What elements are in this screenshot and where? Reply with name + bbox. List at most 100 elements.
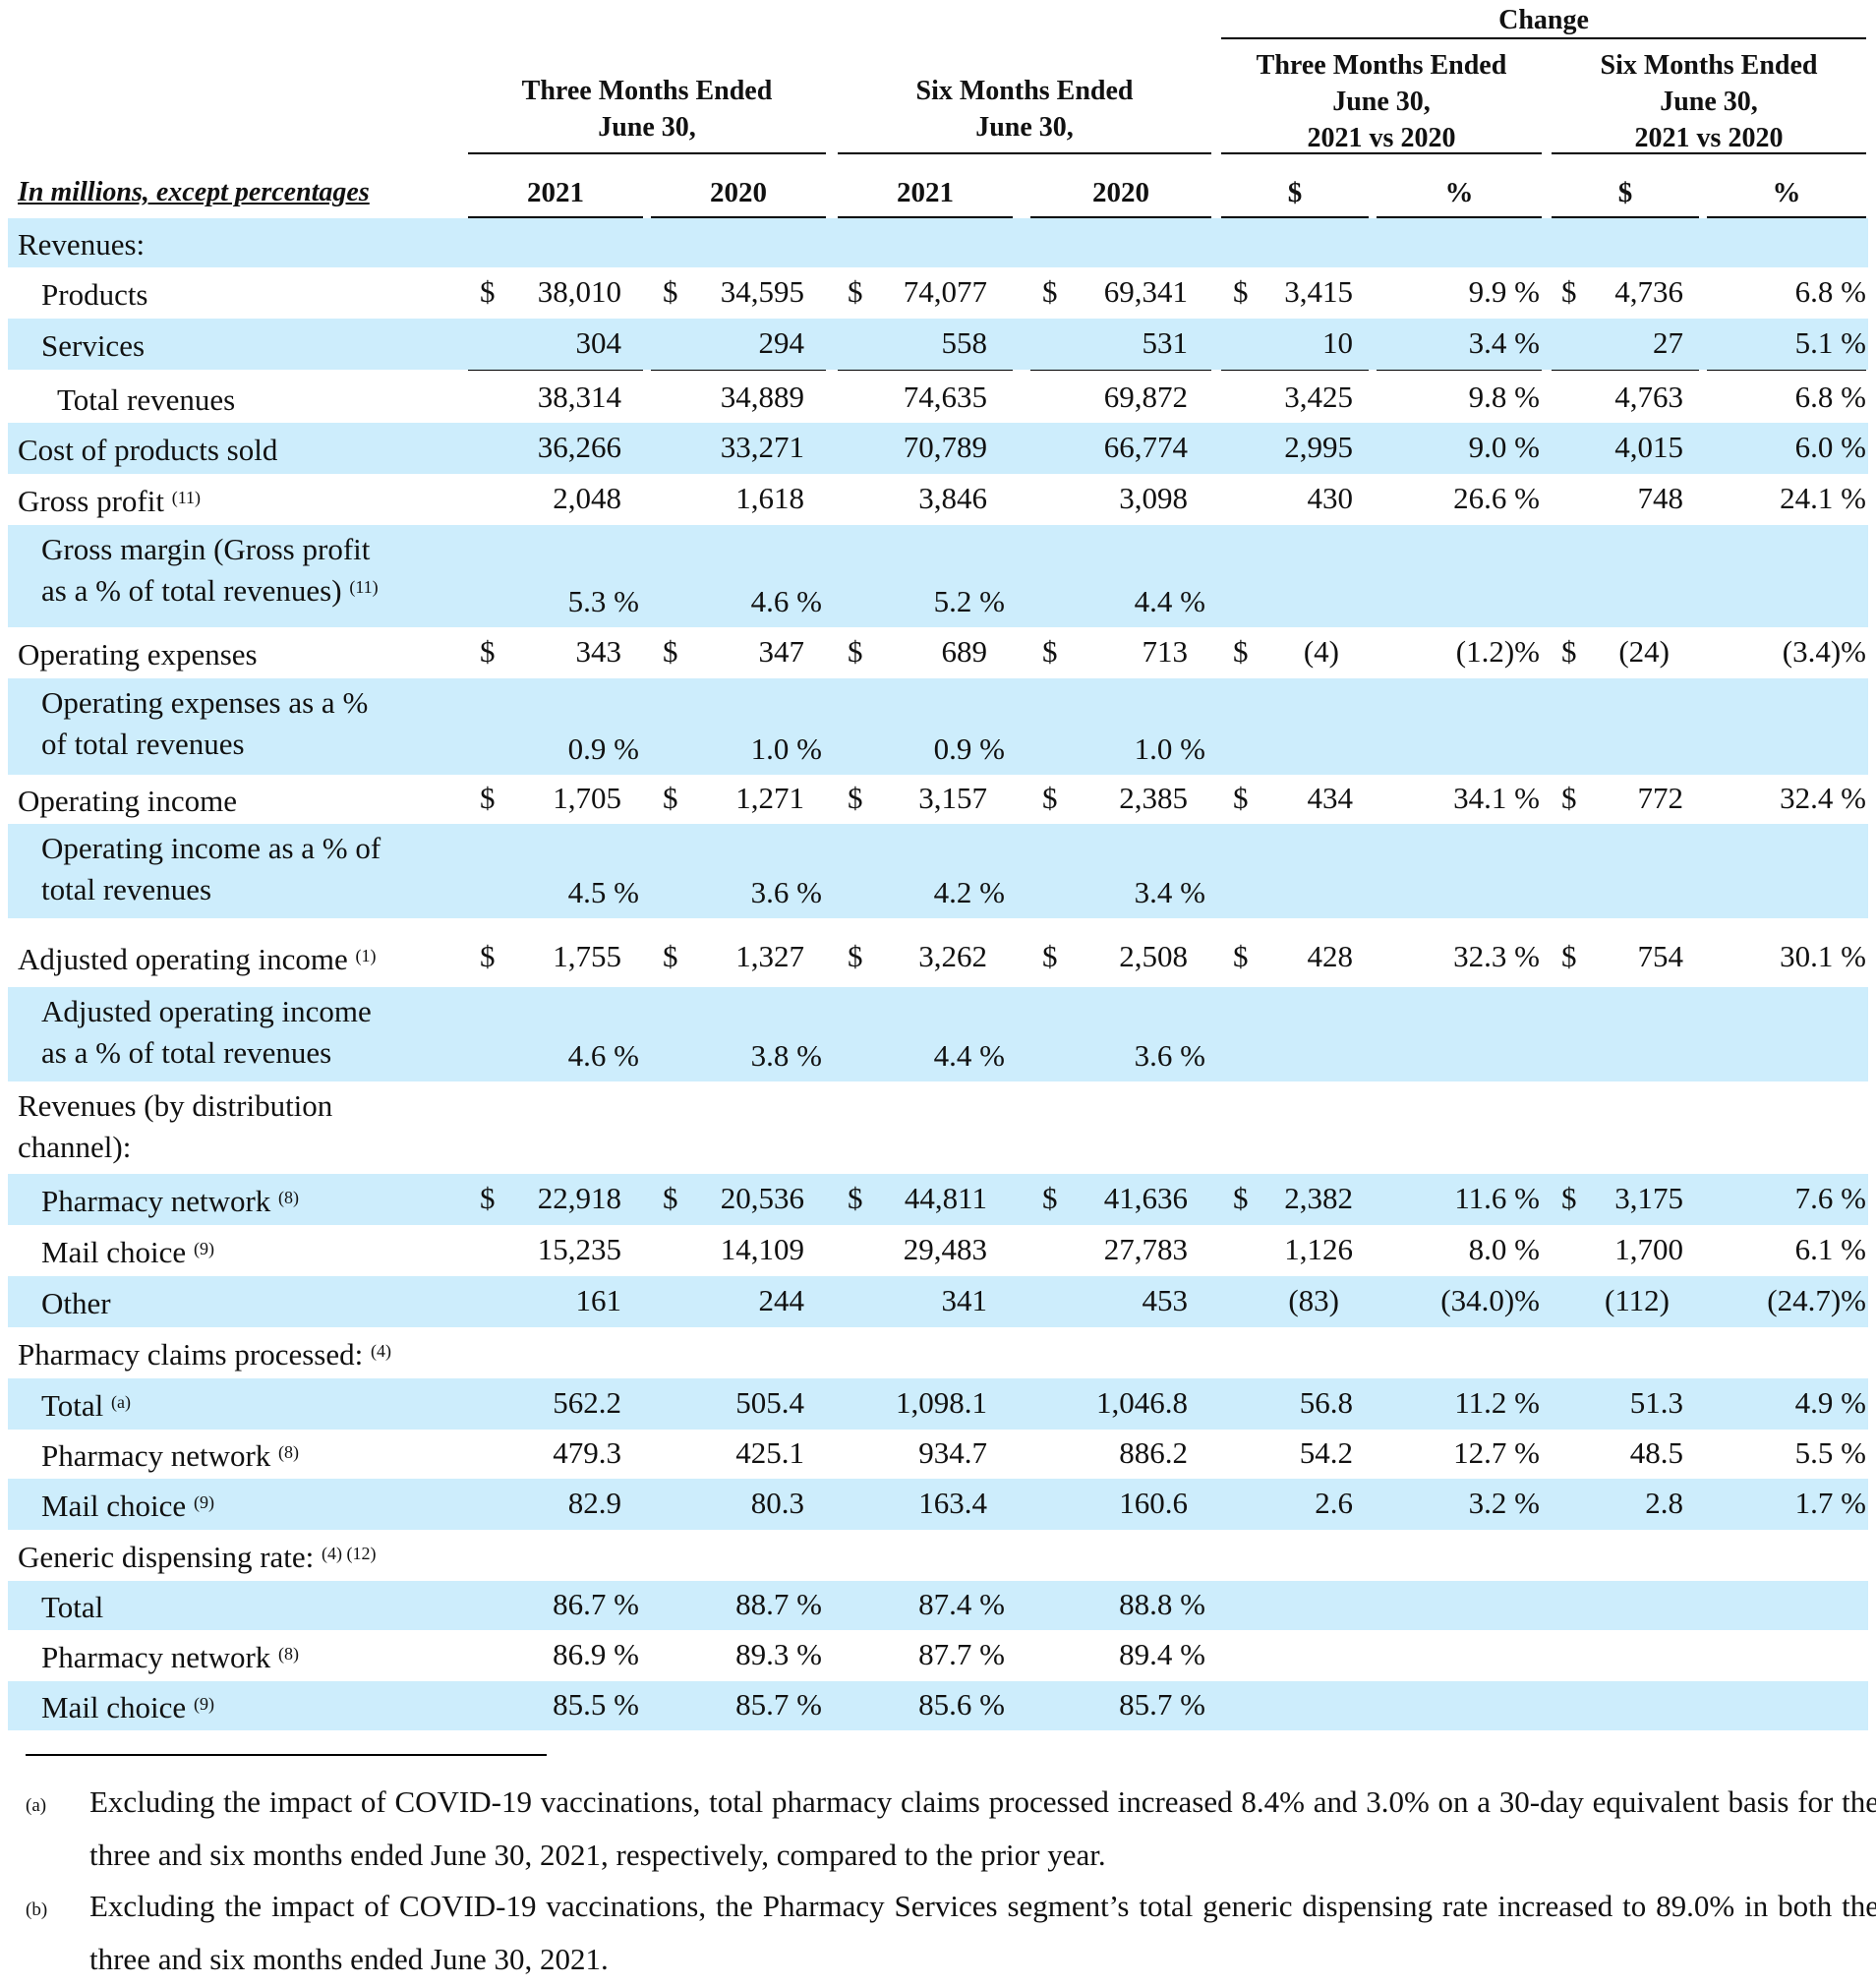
col-header-6m-2021: 2021 — [897, 177, 954, 208]
currency-symbol: $ — [1042, 939, 1058, 973]
currency-symbol: $ — [663, 634, 678, 669]
table-cell-value: 89.4 % — [1119, 1637, 1205, 1671]
table-cell-value: 161 — [575, 1283, 622, 1317]
currency-symbol: $ — [1561, 1181, 1577, 1215]
table-cell-value: 36,266 — [537, 430, 621, 464]
table-row: Gross profit (11) 2,048 1,618 3,846 3,098 430… — [8, 474, 1868, 525]
table-cell-value: 3.6 % — [750, 875, 822, 909]
currency-symbol: $ — [1233, 939, 1249, 973]
table-cell-value: 88.7 % — [735, 1587, 822, 1621]
row-label: Mail choice (9) — [41, 1232, 214, 1273]
table-cell-value: 38,314 — [537, 380, 621, 414]
table-row: Pharmacy network (8) $22,918 $20,536 $44,81… — [8, 1174, 1868, 1225]
col-rule-1 — [468, 216, 643, 218]
three-months-ended-label: Three Months Ended — [521, 76, 773, 106]
row-label-text: Other — [41, 1286, 111, 1320]
col-header-3m-change-dollar: $ — [1287, 177, 1303, 208]
table-cell-value: 163.4 — [918, 1486, 987, 1520]
row-label: Other — [41, 1283, 111, 1324]
footnote-reference: (11) — [349, 577, 379, 597]
change-header: Change — [1498, 5, 1589, 35]
table-cell-value: 4.4 % — [1134, 584, 1205, 618]
table-cell-value: 74,077 — [903, 274, 987, 309]
table-cell-value: 772 — [1637, 781, 1684, 815]
currency-symbol: $ — [1561, 634, 1577, 669]
row-label-text-line2: channel): — [18, 1130, 132, 1164]
table-cell-value: 69,341 — [1103, 274, 1188, 309]
table-cell-value: 3,425 — [1284, 380, 1353, 414]
row-label-text: Mail choice — [41, 1690, 187, 1724]
three-months-header: Three Months Ended June 30, — [468, 73, 826, 146]
table-cell-value: 562.2 — [553, 1385, 621, 1420]
table-cell-value: (3.4)% — [1782, 634, 1866, 669]
row-label-text: Pharmacy network — [41, 1184, 271, 1218]
table-row: Pharmacy network (8) 86.9 % 89.3 % 87.7 % 89… — [8, 1630, 1868, 1681]
table-cell-value: 294 — [758, 325, 805, 360]
row-label: Operating income — [18, 781, 237, 822]
table-cell-value: 1,098.1 — [896, 1385, 987, 1420]
table-cell-value: 88.8 % — [1119, 1587, 1205, 1621]
col-header-3m-change-pct: % — [1444, 177, 1474, 208]
row-label: Mail choice (9) — [41, 1687, 214, 1728]
table-row: Operating income $1,705 $1,271 $3,157 $2,385… — [8, 775, 1868, 824]
currency-symbol: $ — [480, 939, 496, 973]
currency-symbol: $ — [848, 1181, 863, 1215]
change-header-rule — [1221, 37, 1866, 39]
table-row: Mail choice (9) 82.9 80.3 163.4 160.6 2.6 3.2 … — [8, 1479, 1868, 1530]
row-label-text: Operating income — [18, 784, 237, 818]
table-cell-value: 56.8 — [1299, 1385, 1353, 1420]
table-cell-value: 5.2 % — [933, 584, 1005, 618]
units-label: In millions, except percentages — [18, 177, 370, 207]
table-cell-value: 10 — [1322, 325, 1353, 360]
row-label-text: Total — [41, 1388, 104, 1423]
row-label: Operating expenses — [18, 634, 258, 675]
table-cell-value: (1.2)% — [1455, 634, 1540, 669]
table-cell-value: 3,157 — [918, 781, 987, 815]
table-cell-value: 0.9 % — [933, 731, 1005, 766]
table-cell-value: 41,636 — [1103, 1181, 1188, 1215]
table-row: Total 86.7 % 88.7 % 87.4 % 88.8 % — [8, 1581, 1868, 1630]
table-cell-value: (24) — [1618, 634, 1670, 669]
currency-symbol: $ — [1233, 634, 1249, 669]
table-cell-value: 3.6 % — [1134, 1038, 1205, 1073]
table-cell-value: 27,783 — [1103, 1232, 1188, 1266]
table-cell-value: 1.0 % — [750, 731, 822, 766]
row-label-text: Gross margin (Gross profit — [41, 532, 371, 566]
table-cell-value: 0.9 % — [567, 731, 639, 766]
row-label: Services — [41, 325, 145, 367]
col-header-6m-2020: 2020 — [1092, 177, 1149, 208]
six-months-june-label: June 30, — [975, 112, 1074, 143]
table-row: Gross margin (Gross profit as a % of tota… — [8, 525, 1868, 627]
row-label: Revenues: — [18, 224, 145, 265]
table-cell-value: 3.4 % — [1468, 325, 1540, 360]
row-label-text: Mail choice — [41, 1489, 187, 1523]
table-cell-value: 2,385 — [1119, 781, 1188, 815]
currency-symbol: $ — [663, 939, 678, 973]
table-cell-value: 4,015 — [1614, 430, 1683, 464]
table-cell-value: 29,483 — [903, 1232, 987, 1266]
table-cell-value: 341 — [941, 1283, 988, 1317]
footnote-a-mark: (a) — [26, 1795, 47, 1816]
row-label-text: Pharmacy network — [41, 1640, 271, 1674]
row-label: Pharmacy claims processed: (4) — [18, 1334, 391, 1375]
change-six-months-vs-label: 2021 vs 2020 — [1634, 123, 1784, 153]
table-cell-value: 44,811 — [904, 1181, 987, 1215]
table-cell-value: 4.5 % — [567, 875, 639, 909]
table-cell-value: 1.0 % — [1134, 731, 1205, 766]
change-six-months-june-label: June 30, — [1660, 87, 1758, 117]
row-label-text: Operating expenses — [18, 637, 258, 672]
table-row: Revenues: — [8, 218, 1868, 267]
currency-symbol: $ — [1042, 1181, 1058, 1215]
table-cell-value: 38,010 — [537, 274, 621, 309]
subtotal-rule-6 — [1377, 369, 1542, 371]
table-cell-value: 34,595 — [720, 274, 804, 309]
table-row: Cost of products sold 36,266 33,271 70,789 6… — [8, 423, 1868, 474]
table-cell-value: (34.0)% — [1440, 1283, 1540, 1317]
table-cell-value: 4.4 % — [933, 1038, 1005, 1073]
row-label: Products — [41, 274, 148, 316]
table-row: Pharmacy claims processed: (4) — [8, 1327, 1868, 1378]
change-six-months-rule — [1552, 152, 1866, 154]
six-months-header: Six Months Ended June 30, — [838, 73, 1211, 146]
row-label-text-line2: as a % of total revenues) — [41, 573, 342, 608]
table-cell-value: 26.6 % — [1453, 481, 1540, 515]
